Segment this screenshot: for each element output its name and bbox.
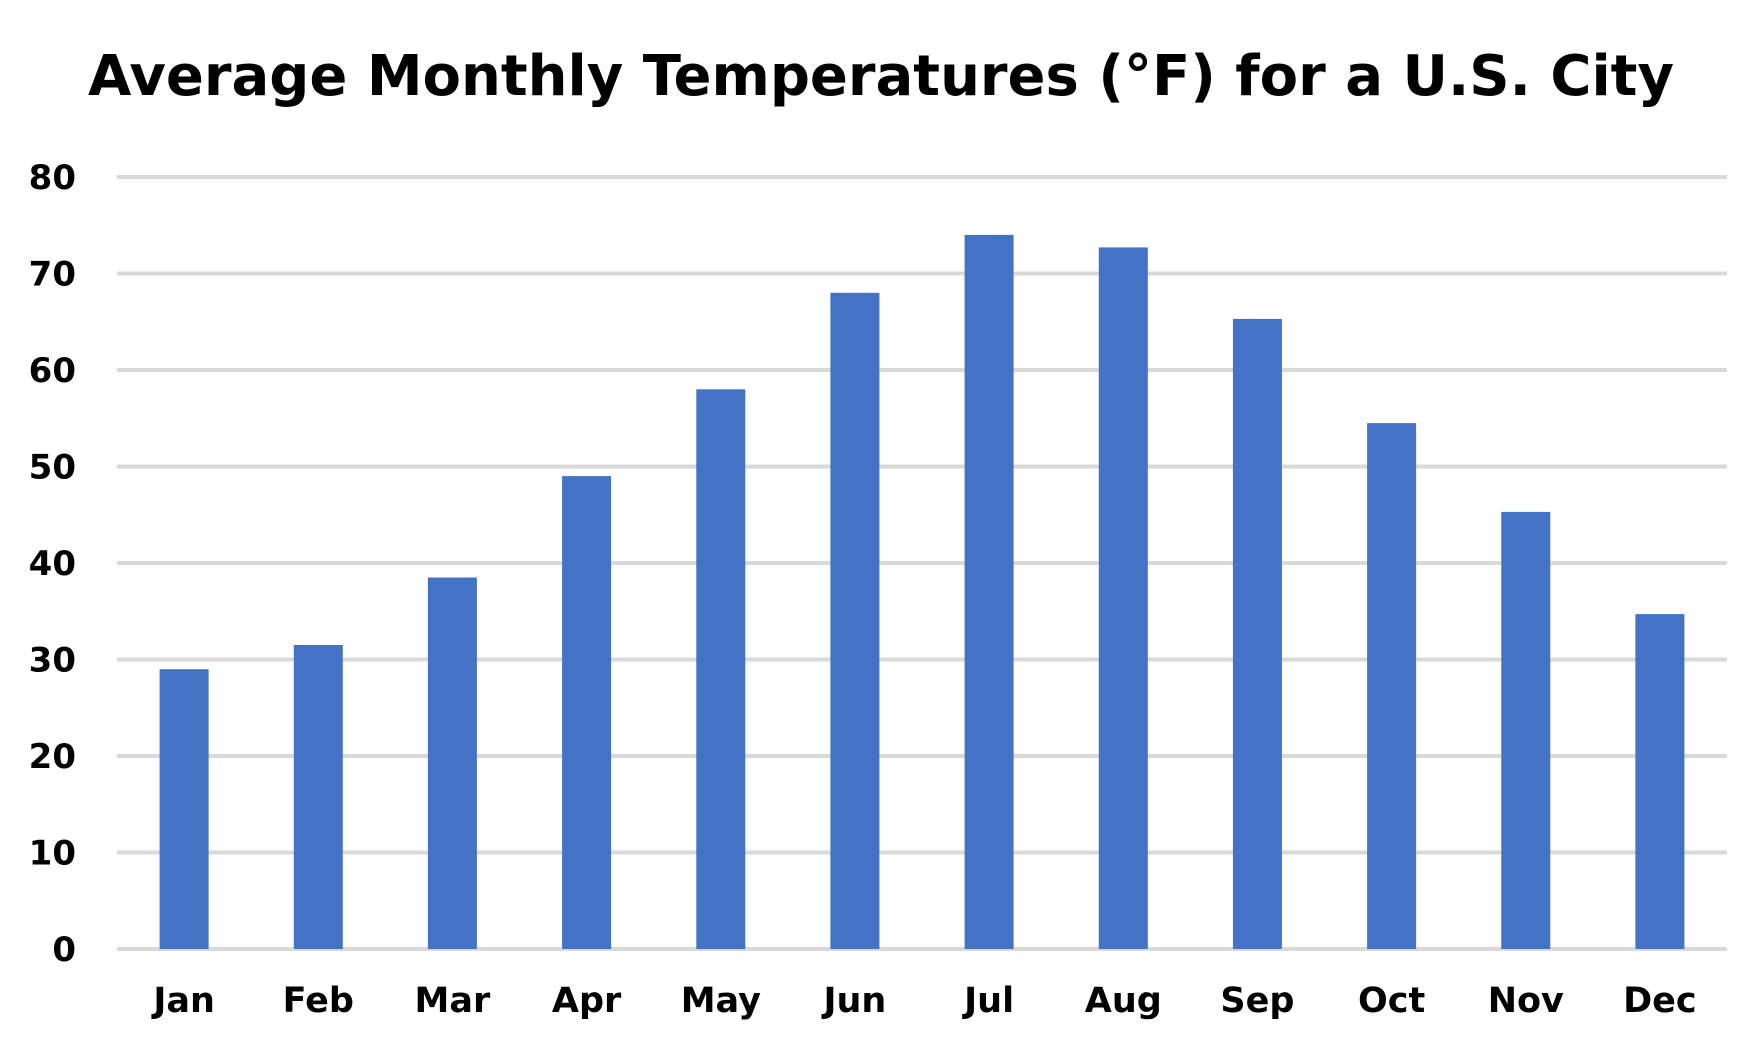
bar-aug: [1098, 247, 1148, 949]
bar-nov: [1501, 511, 1551, 949]
bar-jul: [964, 234, 1014, 949]
y-tick-label: 10: [29, 834, 76, 874]
bar-sep: [1232, 318, 1282, 949]
x-tick-label-feb: Feb: [283, 981, 354, 1021]
bars: [159, 234, 1685, 950]
bar-jan: [159, 669, 209, 949]
x-tick-label-mar: Mar: [415, 981, 491, 1021]
y-axis-ticks: 0 10 20 30 40 50 60 70 80: [29, 158, 76, 970]
bar-feb: [293, 645, 343, 949]
bar-jun: [830, 292, 880, 949]
x-tick-label-oct: Oct: [1358, 981, 1425, 1021]
bar-mar: [427, 577, 477, 949]
y-tick-label: 30: [29, 641, 76, 681]
gridlines: [117, 175, 1727, 951]
y-tick-label: 0: [52, 930, 76, 970]
x-tick-label-dec: Dec: [1623, 981, 1697, 1021]
x-tick-label-jul: Jul: [962, 981, 1014, 1021]
y-tick-label: 40: [29, 544, 76, 584]
bar-apr: [562, 476, 612, 949]
x-tick-label-jun: Jun: [821, 981, 886, 1021]
y-tick-label: 70: [29, 255, 76, 295]
bar-oct: [1367, 423, 1417, 950]
chart-title: Average Monthly Temperatures (°F) for a …: [88, 44, 1674, 109]
x-tick-label-nov: Nov: [1488, 981, 1564, 1021]
bar-dec: [1635, 614, 1685, 949]
x-tick-label-aug: Aug: [1085, 981, 1162, 1021]
y-tick-label: 60: [29, 351, 76, 391]
bar-may: [696, 389, 746, 949]
y-tick-label: 80: [29, 158, 76, 198]
x-tick-label-may: May: [681, 981, 761, 1021]
x-tick-label-jan: Jan: [151, 981, 215, 1021]
x-tick-label-apr: Apr: [552, 981, 622, 1021]
x-axis-labels: Jan Feb Mar Apr May Jun Jul Aug Sep Oct Nov Dec: [151, 981, 1696, 1021]
y-tick-label: 50: [29, 448, 76, 488]
y-tick-label: 20: [29, 737, 76, 777]
x-tick-label-sep: Sep: [1220, 981, 1294, 1021]
